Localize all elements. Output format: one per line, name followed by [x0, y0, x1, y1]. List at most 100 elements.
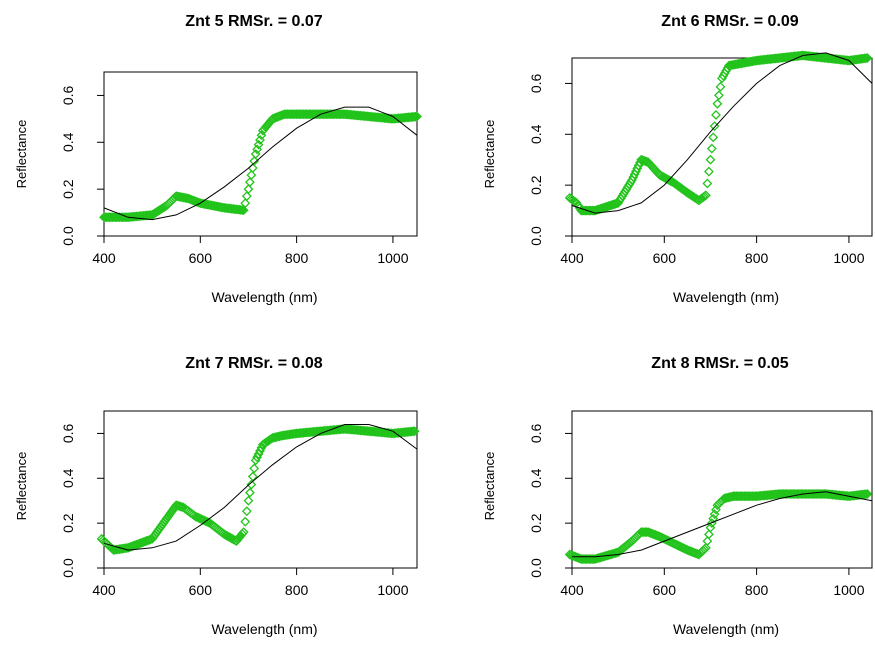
observed-point [256, 442, 267, 453]
observed-point [861, 53, 871, 64]
observed-point [862, 489, 873, 499]
y-tick-label: 0.0 [528, 558, 544, 578]
panel-grid: Znt 5 RMSr. = 0.07 400 600 800 1000 Wavelengt… [14, 13, 873, 637]
observed-point [253, 449, 264, 459]
observed-point [407, 112, 418, 122]
observed-point [702, 536, 713, 547]
y-tick-label: 0.4 [60, 132, 76, 152]
chart-title: Znt 8 RMSr. = 0.05 [651, 355, 788, 372]
x-tick-label: 400 [92, 582, 116, 598]
observed-point [704, 529, 714, 540]
plot-frame [571, 57, 873, 237]
x-tick-label: 800 [745, 250, 769, 266]
y-tick-label: 0.6 [60, 85, 76, 105]
chart-panel-2: Znt 6 RMSr. = 0.09 400 600 800 1000 Wavelengt… [482, 13, 873, 305]
plot-frame [571, 410, 873, 569]
x-axis: 400 600 800 1000 [560, 236, 865, 266]
x-tick-label: 800 [285, 250, 309, 266]
y-axis: 0.0 0.2 0.4 0.6 [528, 423, 572, 578]
observed-point [700, 190, 711, 201]
plot-frame [103, 71, 418, 237]
y-axis-label: Reflectance [14, 120, 29, 189]
y-axis: 0.0 0.2 0.4 0.6 [60, 85, 104, 246]
x-tick-label: 600 [189, 582, 213, 598]
observed-point [408, 426, 419, 437]
observed-point [859, 53, 870, 64]
x-axis-label: Wavelength (nm) [211, 289, 317, 305]
x-tick-label: 400 [92, 250, 116, 266]
chart-title: Znt 6 RMSr. = 0.09 [661, 13, 798, 30]
x-tick-label: 800 [285, 582, 309, 598]
x-tick-label: 800 [745, 582, 769, 598]
observed-point [611, 547, 622, 558]
x-tick-label: 600 [189, 250, 213, 266]
y-tick-label: 0.2 [60, 179, 76, 199]
observed-point [240, 516, 251, 527]
observed-series [564, 489, 873, 564]
observed-point [409, 111, 420, 122]
y-tick-label: 0.6 [528, 73, 544, 93]
chart-title: Znt 5 RMSr. = 0.07 [185, 13, 322, 30]
fit-line [572, 491, 873, 558]
observed-point [405, 426, 416, 437]
y-tick-label: 0.2 [60, 513, 76, 533]
x-tick-label: 1000 [833, 582, 864, 598]
y-axis-label: Reflectance [482, 452, 497, 521]
observed-series [96, 424, 420, 555]
y-axis: 0.0 0.2 0.4 0.6 [528, 73, 572, 246]
chart-title: Znt 7 RMSr. = 0.08 [185, 355, 322, 372]
observed-point [704, 166, 714, 177]
observed-point [246, 479, 257, 490]
plot-frame [103, 410, 418, 569]
observed-point [708, 132, 719, 143]
observed-point [412, 111, 422, 122]
y-axis-label: Reflectance [482, 120, 497, 189]
x-tick-label: 400 [560, 250, 584, 266]
observed-point [255, 446, 265, 456]
y-tick-label: 0.6 [528, 423, 544, 443]
y-tick-label: 0.2 [528, 175, 544, 195]
observed-point [241, 191, 252, 202]
y-tick-label: 0.4 [60, 468, 76, 488]
observed-point [409, 426, 420, 437]
observed-point [700, 542, 711, 553]
observed-point [712, 98, 723, 109]
y-tick-label: 0.2 [528, 513, 544, 533]
y-tick-label: 0.6 [60, 423, 76, 443]
fit-line [571, 52, 873, 214]
observed-point [252, 452, 263, 463]
observed-point [244, 177, 255, 188]
observed-point [241, 506, 252, 517]
x-axis-label: Wavelength (nm) [673, 621, 779, 637]
observed-point [862, 53, 873, 63]
x-axis: 400 600 800 1000 [92, 236, 409, 266]
observed-point [702, 178, 713, 189]
observed-point [237, 205, 248, 215]
observed-point [607, 548, 618, 559]
x-tick-label: 400 [560, 582, 584, 598]
x-axis: 400 600 800 1000 [92, 568, 409, 598]
observed-point [861, 489, 871, 500]
x-axis: 400 600 800 1000 [560, 568, 865, 598]
observed-point [250, 455, 261, 466]
x-tick-label: 600 [653, 250, 677, 266]
y-tick-label: 0.0 [528, 226, 544, 246]
observed-point [715, 81, 726, 92]
observed-series [99, 109, 422, 223]
observed-point [858, 53, 869, 64]
observed-point [249, 463, 260, 474]
x-tick-label: 1000 [377, 250, 408, 266]
observed-point [243, 184, 254, 195]
y-tick-label: 0.0 [60, 558, 76, 578]
observed-point [705, 154, 716, 165]
observed-point [706, 143, 717, 154]
y-tick-label: 0.0 [60, 226, 76, 246]
chart-panel-1: Znt 5 RMSr. = 0.07 400 600 800 1000 Wavelengt… [14, 13, 422, 305]
chart-panel-4: Znt 8 RMSr. = 0.05 400 600 800 1000 Wavelengt… [482, 355, 873, 637]
observed-point [859, 489, 870, 500]
observed-point [406, 426, 417, 437]
observed-point [235, 204, 246, 215]
fit-line [103, 106, 418, 221]
observed-point [238, 527, 249, 538]
y-tick-label: 0.4 [528, 124, 544, 144]
